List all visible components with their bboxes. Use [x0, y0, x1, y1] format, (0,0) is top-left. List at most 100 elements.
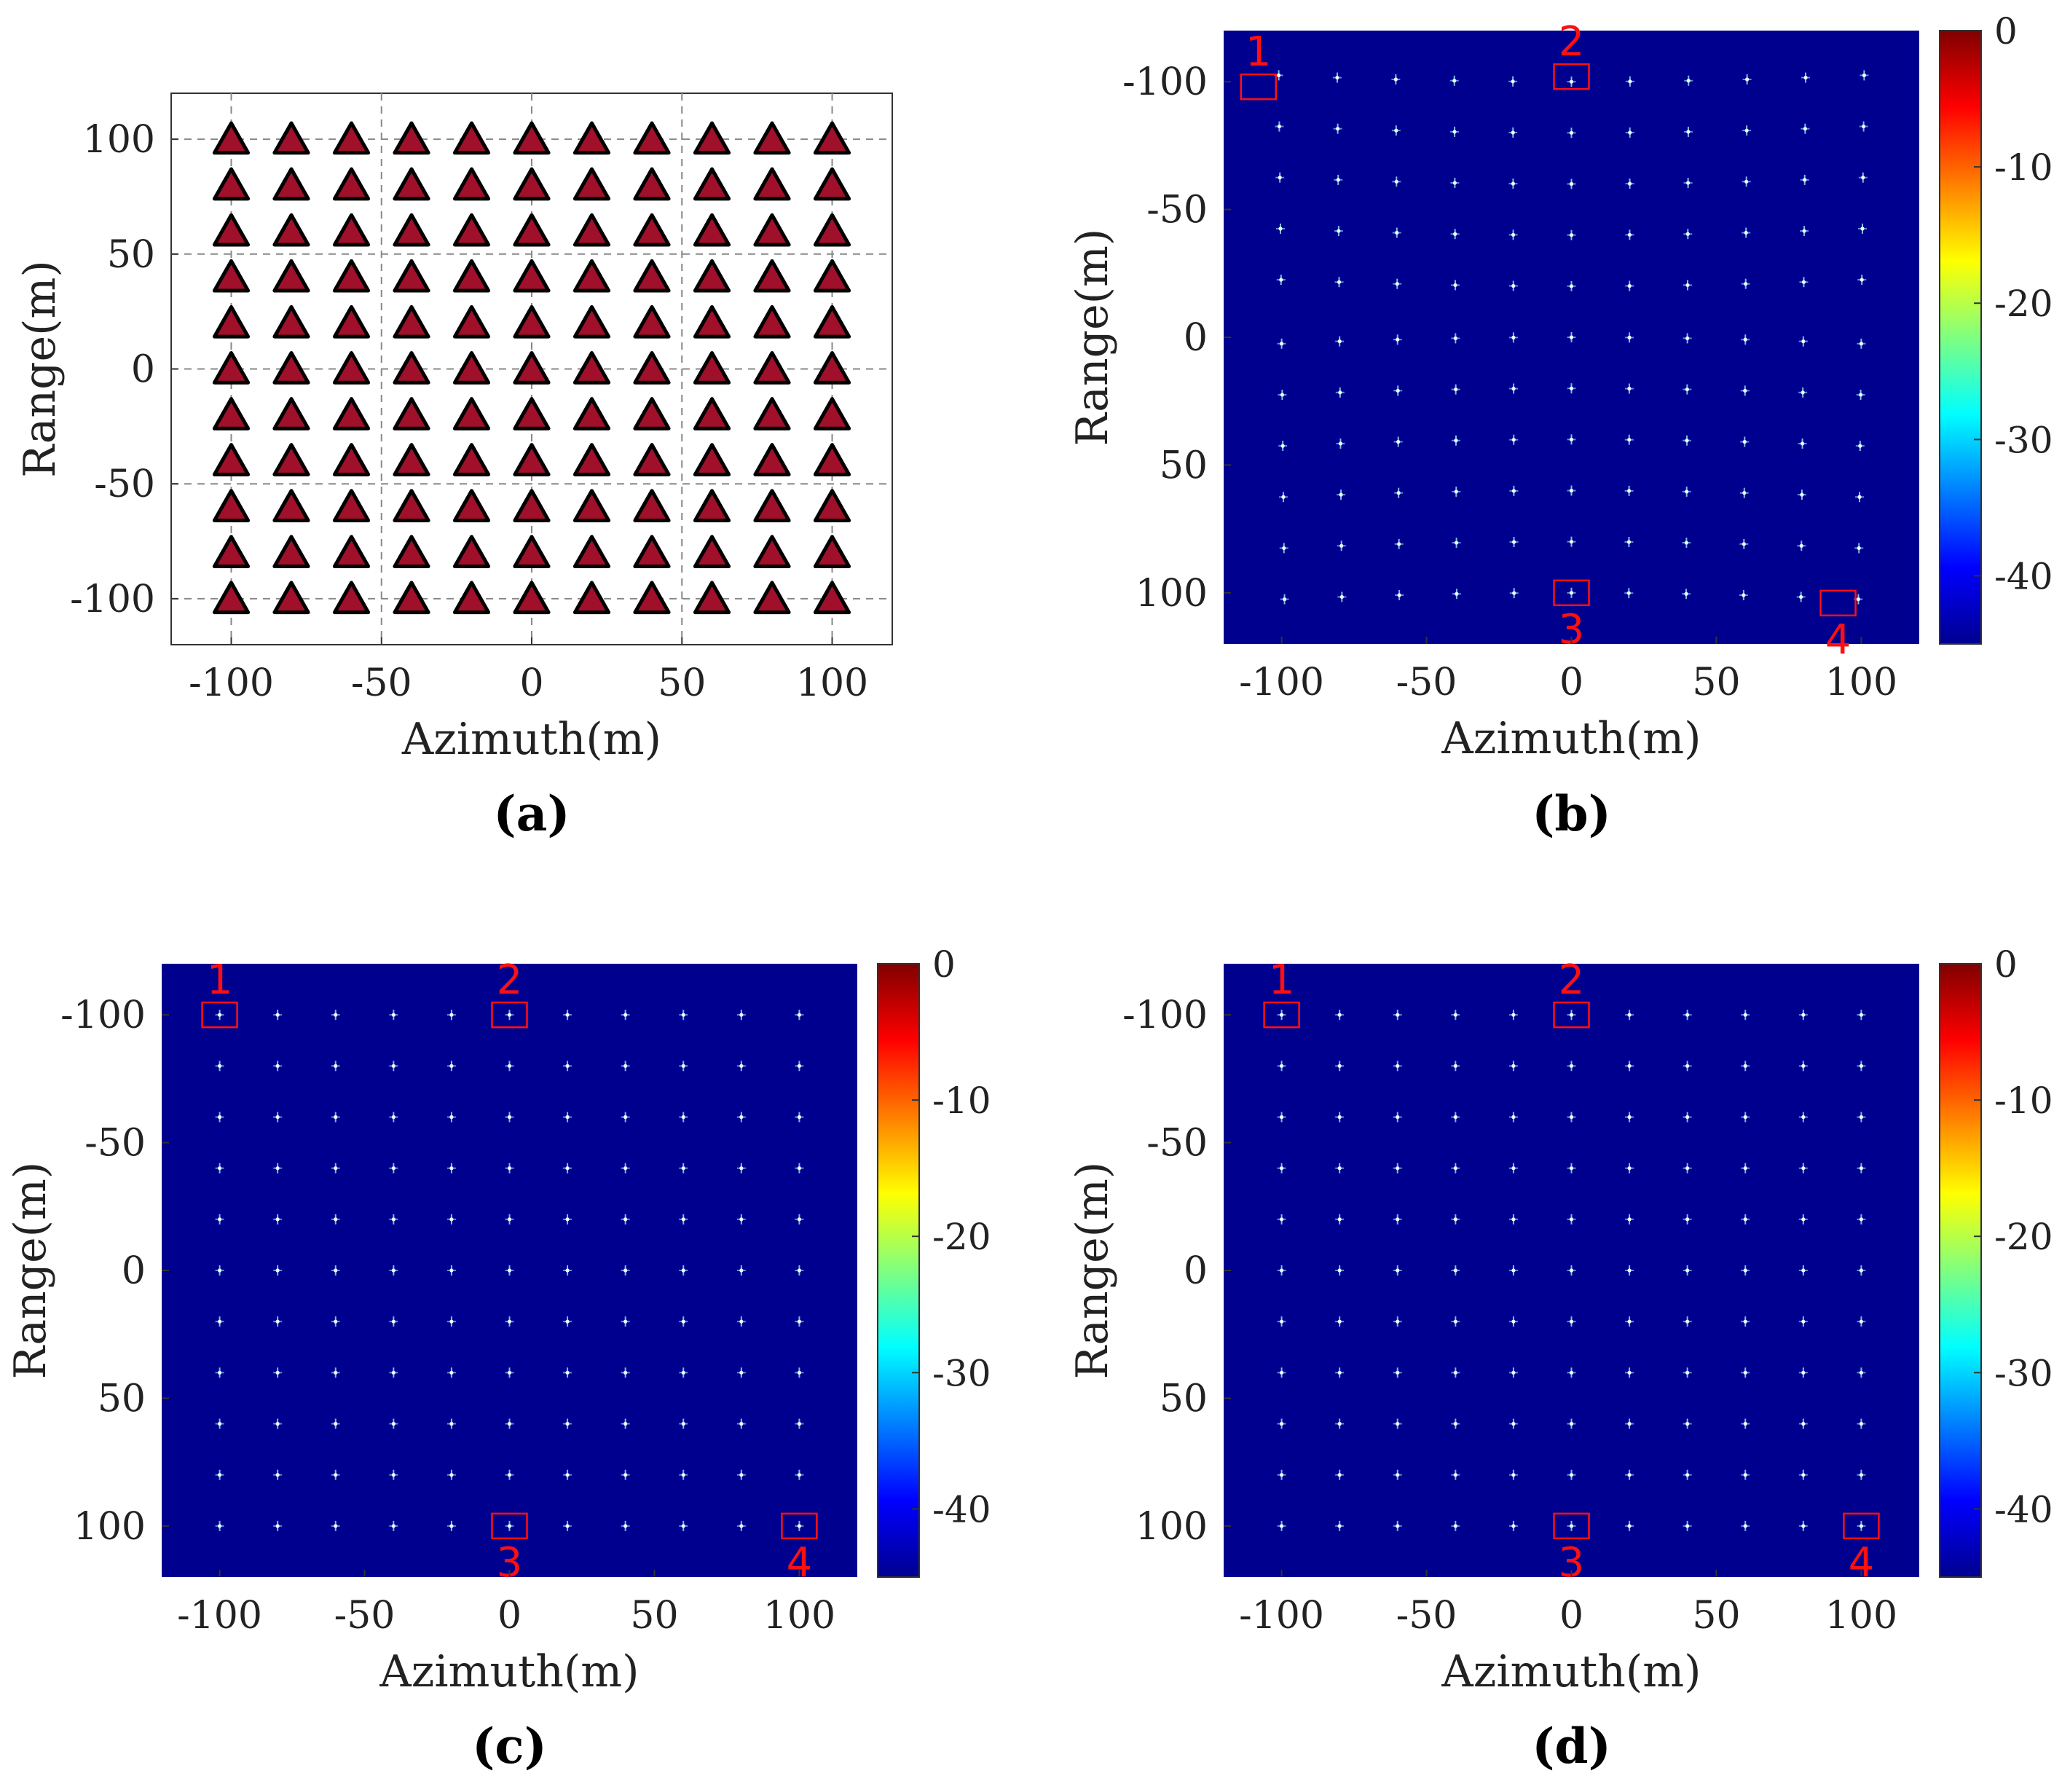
- point-target: [1394, 538, 1404, 549]
- target-peak: [1859, 1064, 1864, 1068]
- point-target: [1683, 1214, 1692, 1225]
- target-marker: [212, 397, 251, 431]
- target-peak: [565, 1473, 570, 1477]
- colorbar-tick-label: -10: [1994, 1080, 2053, 1122]
- target-peak: [275, 1421, 280, 1426]
- target-peak: [739, 1166, 744, 1171]
- target-peak: [1569, 488, 1574, 493]
- point-target: [1625, 127, 1634, 138]
- x-axis-label: Azimuth(m): [379, 1646, 639, 1697]
- point-target: [1801, 123, 1810, 134]
- target-peak: [1453, 1319, 1457, 1324]
- target-peak: [1569, 284, 1574, 288]
- target-peak: [1801, 1421, 1806, 1426]
- y-tick-label: 0: [122, 1249, 146, 1293]
- target-peak: [1279, 1268, 1284, 1273]
- target-peak: [1396, 337, 1400, 342]
- target-peak: [1396, 1524, 1400, 1528]
- point-target: [1278, 389, 1287, 400]
- target-marker: [572, 213, 611, 247]
- target-marker: [452, 489, 491, 522]
- target-peak: [449, 1115, 454, 1120]
- target-peak: [739, 1421, 744, 1426]
- y-tick-label: 100: [1136, 1505, 1208, 1549]
- point-target: [446, 1316, 456, 1327]
- point-target: [1451, 435, 1460, 446]
- target-peak: [1856, 597, 1861, 602]
- point-target: [1451, 1112, 1460, 1123]
- point-target: [1742, 176, 1751, 187]
- target-peak: [275, 1268, 280, 1273]
- target-marker: [693, 213, 731, 247]
- target-peak: [1627, 1115, 1632, 1120]
- point-target: [1683, 178, 1693, 189]
- target-peak: [1395, 230, 1399, 235]
- highlight-box-label: 1: [1246, 28, 1272, 76]
- target-peak: [1627, 489, 1632, 493]
- colorbar-tick-label: -30: [1994, 1352, 2053, 1394]
- target-peak: [797, 1217, 802, 1222]
- target-peak: [1396, 388, 1400, 393]
- point-target: [1567, 1469, 1576, 1480]
- target-marker: [572, 581, 611, 615]
- highlight-box-1: [201, 1001, 238, 1029]
- target-peak: [1453, 1166, 1457, 1171]
- target-peak: [681, 1268, 685, 1273]
- point-target: [679, 1520, 688, 1531]
- target-peak: [449, 1421, 454, 1426]
- target-marker: [693, 535, 731, 569]
- point-target: [1860, 70, 1869, 81]
- x-tick-label: -100: [189, 661, 274, 705]
- point-target: [1798, 1112, 1808, 1123]
- point-target: [1277, 1163, 1286, 1174]
- highlight-box-label: 2: [1559, 956, 1585, 1004]
- point-target: [1333, 123, 1342, 134]
- target-peak: [391, 1166, 396, 1171]
- point-target: [1335, 1316, 1345, 1327]
- point-target: [1858, 172, 1868, 183]
- point-target: [446, 1163, 456, 1174]
- point-target: [1393, 278, 1402, 289]
- point-target: [1450, 229, 1460, 240]
- target-peak: [391, 1064, 396, 1068]
- point-target: [446, 1367, 456, 1378]
- point-target: [1392, 227, 1401, 238]
- target-marker: [813, 213, 851, 247]
- point-target: [621, 1112, 630, 1123]
- target-peak: [623, 1319, 628, 1324]
- target-peak: [1569, 1524, 1574, 1528]
- target-peak: [1396, 439, 1401, 444]
- point-target: [331, 1367, 340, 1378]
- point-target: [1334, 226, 1343, 237]
- target-peak: [1454, 439, 1458, 443]
- point-target: [1450, 126, 1460, 137]
- target-peak: [1801, 1473, 1806, 1477]
- point-target: [563, 1418, 572, 1429]
- colorbar-tick-label: 0: [932, 943, 956, 986]
- target-peak: [623, 1421, 628, 1426]
- target-peak: [449, 1013, 454, 1017]
- target-peak: [1685, 336, 1690, 341]
- target-peak: [1337, 1013, 1342, 1017]
- point-target: [736, 1418, 746, 1429]
- target-marker: [633, 304, 671, 339]
- point-target: [1625, 1520, 1634, 1531]
- target-peak: [1801, 1319, 1806, 1324]
- target-peak: [1511, 1524, 1516, 1528]
- point-target: [1800, 226, 1809, 237]
- point-target: [389, 1163, 398, 1174]
- point-target: [1278, 441, 1288, 452]
- y-tick-label: 100: [1136, 572, 1208, 616]
- target-peak: [1686, 79, 1691, 83]
- target-peak: [1569, 1319, 1574, 1324]
- target-peak: [1396, 1115, 1400, 1120]
- target-peak: [1627, 1319, 1632, 1324]
- point-target: [1683, 333, 1692, 344]
- point-target: [1625, 1214, 1634, 1225]
- point-target: [1683, 1469, 1692, 1480]
- point-target: [1625, 332, 1634, 343]
- target-peak: [1859, 1115, 1864, 1120]
- point-target: [215, 1418, 224, 1429]
- target-peak: [623, 1013, 628, 1017]
- point-target: [1567, 76, 1576, 87]
